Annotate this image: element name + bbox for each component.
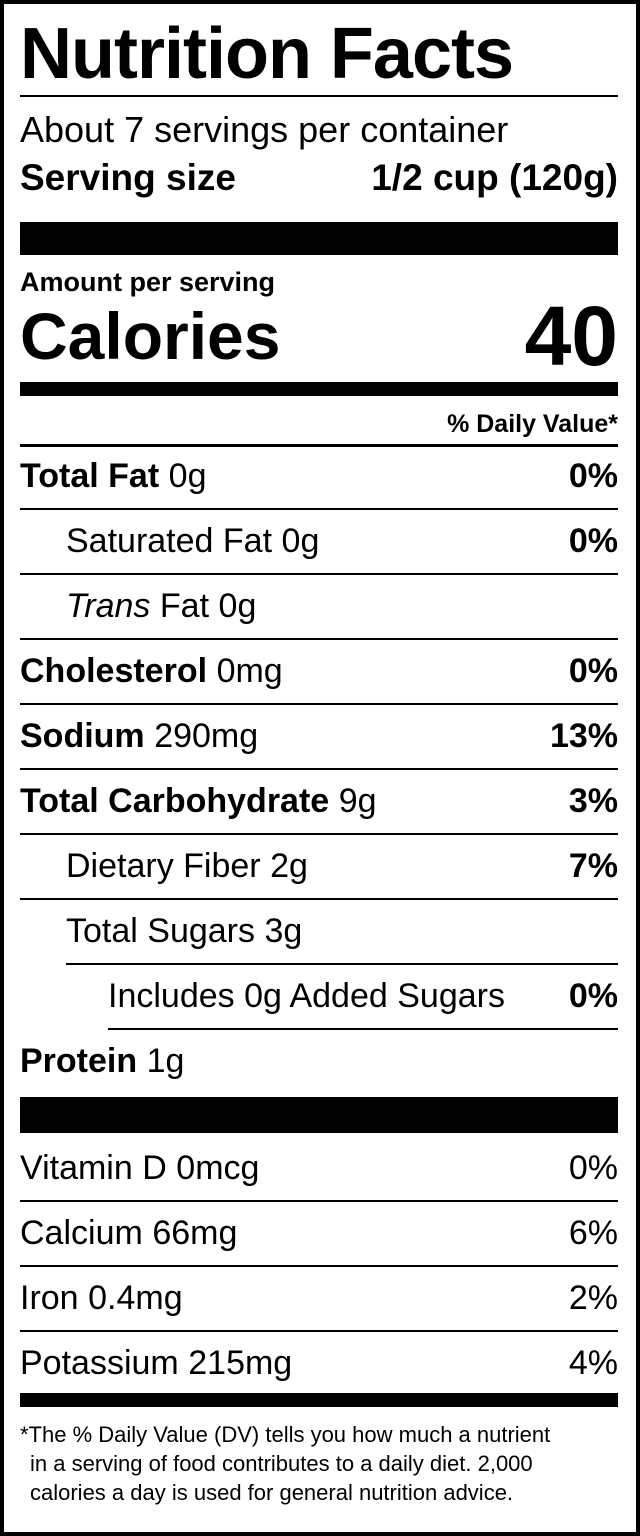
footnote: *The % Daily Value (DV) tells you how mu…: [20, 1420, 618, 1507]
nutrient-amount: 1g: [146, 1042, 185, 1080]
nutrient-name: Includes 0g Added Sugars: [108, 977, 505, 1015]
thick-rule: [20, 1097, 618, 1133]
vitamin-dv: 4%: [568, 1344, 618, 1382]
nutrient-dv: 0%: [568, 977, 618, 1015]
vitamin-amount: 0.4mg: [88, 1279, 183, 1317]
vitamin-amount: 66mg: [152, 1214, 238, 1252]
nutrient-name: Fat: [159, 587, 210, 625]
footnote-line: calories a day is used for general nutri…: [30, 1480, 514, 1505]
vitamin-dv: 0%: [568, 1149, 618, 1187]
rule: [20, 444, 618, 447]
nutrient-row: Total Carbohydrate 9g 3%: [20, 770, 618, 835]
nutrient-row: Protein 1g: [20, 1030, 618, 1093]
nutrient-amount: 0g: [168, 457, 207, 495]
vitamin-name: Vitamin D: [20, 1149, 167, 1187]
nutrient-dv: 0%: [568, 652, 618, 690]
nutrient-name: Total Carbohydrate: [20, 782, 330, 820]
vitamin-row: Iron 0.4mg 2%: [20, 1267, 618, 1332]
nutrient-row: Total Fat 0g 0%: [20, 445, 618, 510]
calories-row: Calories 40: [20, 289, 618, 383]
vitamin-name: Iron: [20, 1279, 79, 1317]
nutrient-amount: 0g: [281, 522, 320, 560]
vitamin-name: Potassium: [20, 1344, 179, 1382]
nutrient-name: Sodium: [20, 717, 145, 755]
vitamin-name: Calcium: [20, 1214, 143, 1252]
serving-size: Serving size 1/2 cup (120g): [20, 154, 618, 202]
dv-header: % Daily Value*: [447, 410, 618, 438]
nutrient-row: Saturated Fat 0g 0%: [20, 510, 618, 575]
nutrient-amount: 9g: [338, 782, 377, 820]
servings: About 7 servings per container: [20, 109, 509, 150]
nutrient-row: Total Sugars 3g: [66, 900, 618, 965]
nutrient-name: Total Sugars: [66, 912, 255, 950]
rule: [20, 95, 618, 97]
title: Nutrition Facts: [20, 14, 514, 94]
calories-value: 40: [524, 288, 618, 383]
nutrient-amount: 290mg: [154, 717, 259, 755]
nutrient-dv: 13%: [549, 717, 618, 755]
footnote-line: in a serving of food contributes to a da…: [30, 1451, 533, 1476]
footnote-line: *The % Daily Value (DV) tells you how mu…: [20, 1422, 551, 1447]
nutrient-dv: 0%: [568, 522, 618, 560]
vitamin-row: Potassium 215mg 4%: [20, 1332, 618, 1395]
nutrient-dv: 7%: [568, 847, 618, 885]
nutrient-row: Dietary Fiber 2g 7%: [20, 835, 618, 900]
nutrient-amount: 0mg: [216, 652, 283, 690]
thick-rule: [20, 222, 618, 255]
nutrient-name: Saturated Fat: [66, 522, 273, 560]
serving-size-label: Serving size: [20, 157, 236, 198]
thick-rule: [20, 1393, 618, 1407]
nutrient-name: Dietary Fiber: [66, 847, 261, 885]
vitamin-row: Calcium 66mg 6%: [20, 1202, 618, 1267]
nutrient-amount: 2g: [270, 847, 308, 885]
vitamin-dv: 2%: [568, 1279, 618, 1317]
nutrient-name: Cholesterol: [20, 652, 208, 690]
nutrient-row: Sodium 290mg 13%: [20, 705, 618, 770]
thick-rule: [20, 382, 618, 396]
nutrient-row: Includes 0g Added Sugars 0%: [108, 965, 618, 1030]
vitamin-amount: 215mg: [188, 1344, 293, 1382]
amount-per-serving: Amount per serving: [20, 267, 276, 297]
serving-size-value: 1/2 cup (120g): [371, 157, 618, 198]
nutrient-name: Protein: [20, 1042, 138, 1080]
nutrient-row: Trans Fat 0g: [20, 575, 618, 640]
nutrient-name-italic: Trans: [66, 587, 151, 625]
vitamin-amount: 0mcg: [176, 1149, 260, 1187]
nutrient-row: Cholesterol 0mg 0%: [20, 640, 618, 705]
nutrient-amount: 3g: [264, 912, 303, 950]
nutrient-dv: 0%: [568, 457, 618, 495]
nutrient-dv: 3%: [568, 782, 618, 820]
nutrient-name: Total Fat: [20, 457, 160, 495]
calories-label: Calories: [20, 299, 281, 373]
vitamin-row: Vitamin D 0mcg 0%: [20, 1137, 618, 1202]
vitamin-dv: 6%: [568, 1214, 618, 1252]
nutrient-amount: 0g: [218, 587, 257, 625]
